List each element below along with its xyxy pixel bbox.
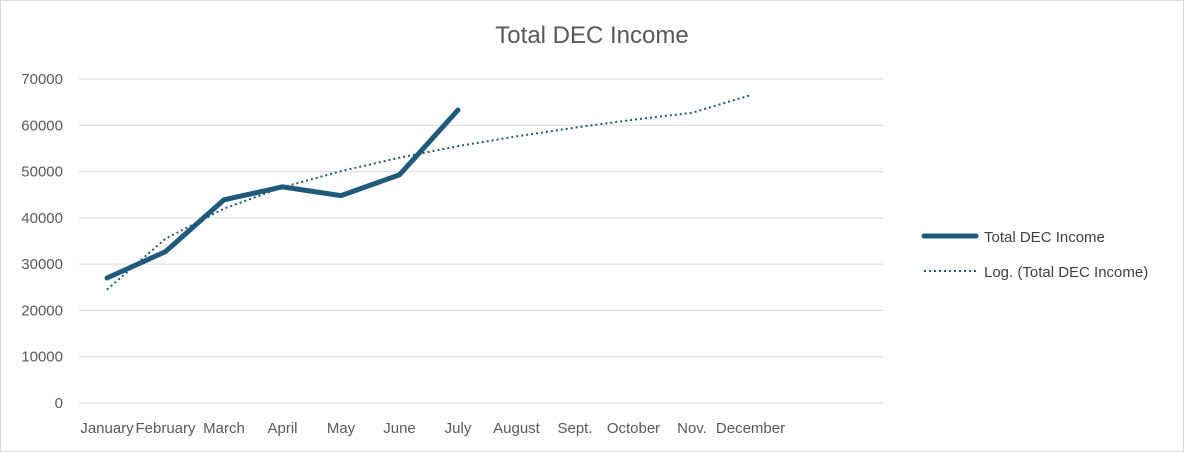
y-tick-label: 50000	[21, 164, 63, 181]
x-tick-label: February	[135, 420, 196, 437]
chart-title: Total DEC Income	[495, 22, 688, 49]
x-tick-label: December	[716, 420, 785, 437]
x-tick-label: August	[493, 420, 541, 437]
x-tick-label: Sept.	[557, 420, 592, 437]
series-layer	[104, 94, 751, 291]
y-tick-label: 30000	[21, 256, 63, 273]
gridlines	[79, 78, 883, 404]
x-tick-label: April	[267, 420, 297, 437]
series-line-total-dec-income	[104, 107, 461, 281]
y-tick-label: 70000	[21, 71, 63, 88]
series-line-log-trendline	[106, 94, 751, 291]
x-tick-label: January	[80, 420, 134, 437]
x-axis-ticks: January February March April May June July Augu…	[80, 420, 785, 437]
legend: Total DEC Income Log. (Total DEC Income)	[921, 229, 1148, 281]
x-tick-label: Nov.	[677, 420, 707, 437]
legend-label-total-dec-income: Total DEC Income	[984, 229, 1105, 246]
x-tick-label: March	[203, 420, 245, 437]
y-tick-label: 60000	[21, 117, 63, 134]
y-tick-label: 20000	[21, 302, 63, 319]
y-tick-label: 10000	[21, 349, 63, 366]
y-tick-label: 0	[55, 395, 63, 412]
y-axis-ticks: 0 10000 20000 30000 40000 50000 60000 70000	[21, 71, 63, 412]
x-tick-label: May	[327, 420, 356, 437]
legend-label-log-trendline: Log. (Total DEC Income)	[984, 264, 1148, 281]
y-tick-label: 40000	[21, 210, 63, 227]
x-tick-label: October	[607, 420, 660, 437]
x-tick-label: June	[383, 420, 416, 437]
x-tick-label: July	[445, 420, 472, 437]
